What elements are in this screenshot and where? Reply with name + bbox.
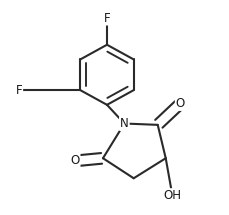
- Text: F: F: [16, 84, 22, 97]
- Text: O: O: [175, 97, 184, 110]
- Text: O: O: [70, 154, 79, 167]
- Text: OH: OH: [163, 189, 181, 202]
- Text: F: F: [103, 12, 110, 25]
- Text: N: N: [120, 117, 128, 130]
